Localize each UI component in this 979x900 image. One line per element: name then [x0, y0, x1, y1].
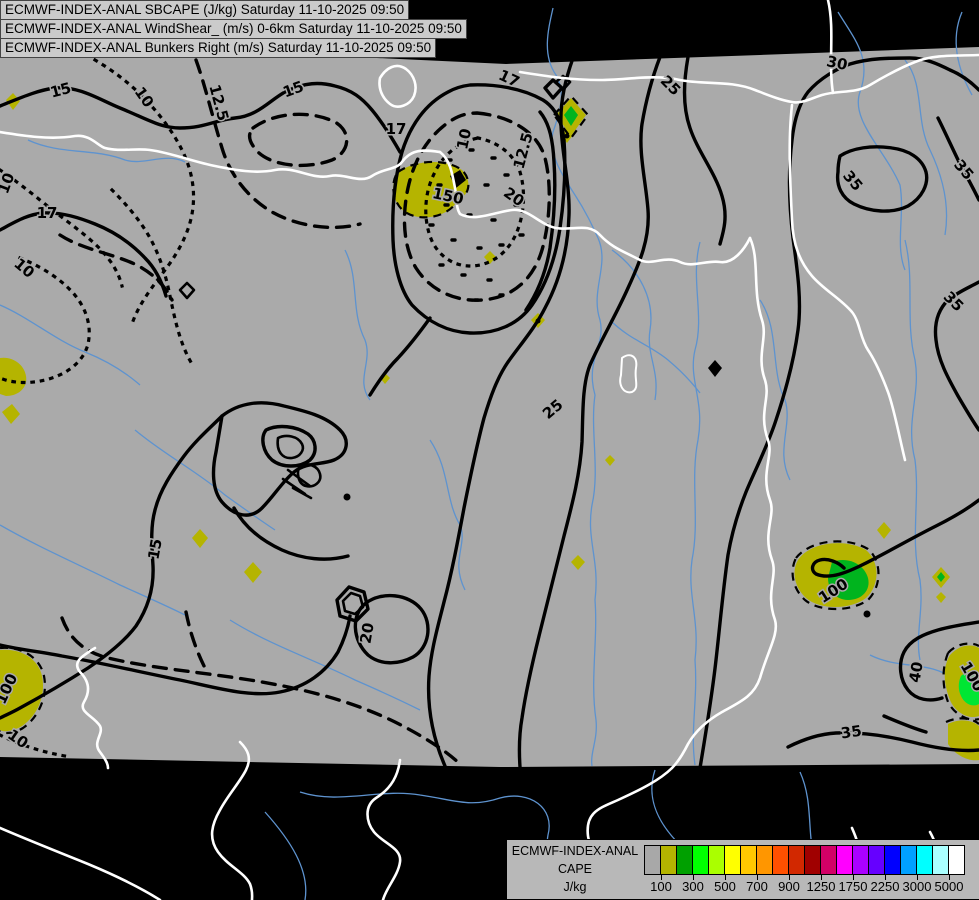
city-dot — [535, 318, 541, 324]
legend-tick-label: 1750 — [838, 879, 868, 894]
legend-tick — [693, 875, 694, 880]
legend-swatch — [820, 845, 837, 875]
legend-swatch — [708, 845, 725, 875]
cape-contour-layer — [0, 94, 979, 735]
contour-label: 17 — [37, 204, 58, 222]
legend-swatch — [932, 845, 949, 875]
legend-tick-label: 500 — [714, 879, 736, 894]
cape-patch — [484, 251, 496, 264]
legend-title-line3: J/kg — [563, 880, 587, 894]
cape-patch — [877, 522, 891, 539]
cape-patch — [605, 455, 615, 466]
contour-label: 17 — [386, 120, 407, 138]
legend-tick-label: 5000 — [934, 879, 964, 894]
legend-swatch — [724, 845, 741, 875]
contour-label: 40 — [905, 660, 926, 684]
lake-outline — [619, 354, 638, 394]
legend-swatch — [916, 845, 933, 875]
cape-patch — [937, 572, 945, 582]
legend-swatch — [948, 845, 965, 875]
legend-swatch — [692, 845, 709, 875]
legend-tick-label: 3000 — [902, 879, 932, 894]
legend-swatch — [788, 845, 805, 875]
cape-patch — [564, 106, 578, 126]
title-bar-bunkers: ECMWF-INDEX-ANAL Bunkers Right (m/s) Sat… — [0, 38, 437, 58]
legend-swatch — [868, 845, 885, 875]
legend-swatch — [740, 845, 757, 875]
cape-patch — [571, 555, 585, 570]
legend-tick — [757, 875, 758, 880]
title-bar-windshear: ECMWF-INDEX-ANAL WindShear_ (m/s) 0-6km … — [0, 19, 467, 39]
legend-swatch — [660, 845, 677, 875]
cape-patch — [244, 562, 262, 583]
legend-swatch — [676, 845, 693, 875]
legend-tick-label: 300 — [682, 879, 704, 894]
cape-patch — [2, 404, 20, 424]
legend-swatch — [804, 845, 821, 875]
legend-tick-label: 100 — [650, 879, 672, 894]
marker-diamond — [708, 360, 722, 377]
legend-swatch — [900, 845, 917, 875]
cape-patch — [0, 357, 27, 396]
cape-patch — [828, 559, 869, 600]
legend-tick-label: 900 — [778, 879, 800, 894]
legend-tick — [853, 875, 854, 880]
legend-swatch — [852, 845, 869, 875]
legend-title-line1: ECMWF-INDEX-ANAL — [511, 844, 639, 858]
legend-swatch — [644, 845, 661, 875]
legend-tick — [949, 875, 950, 880]
contour-label: 20 — [356, 621, 377, 645]
cape-patch — [0, 649, 44, 732]
legend-tick — [821, 875, 822, 880]
cape-legend: ECMWF-INDEX-ANAL CAPE J/kg 100 300 500 700 9… — [506, 839, 979, 900]
legend-title-line2: CAPE — [557, 862, 593, 876]
legend-tick-label: 700 — [746, 879, 768, 894]
shear-contours-extra — [524, 110, 557, 312]
legend-swatch — [884, 845, 901, 875]
contour-label: 15 — [144, 537, 165, 561]
legend-tick — [725, 875, 726, 880]
city-dot — [343, 493, 351, 501]
title-bar-sbcape: ECMWF-INDEX-ANAL SBCAPE (J/kg) Saturday … — [0, 0, 410, 20]
legend-swatch — [772, 845, 789, 875]
city-dot — [863, 610, 871, 618]
legend-tick — [661, 875, 662, 880]
legend-tick-label: 1250 — [806, 879, 836, 894]
shear-contours-solid — [0, 55, 979, 770]
legend-swatch — [756, 845, 773, 875]
cape-patch — [936, 592, 946, 603]
legend-tick-label: 2250 — [870, 879, 900, 894]
legend-tick — [789, 875, 790, 880]
legend-tick — [885, 875, 886, 880]
city-dot — [564, 133, 570, 139]
legend-title: ECMWF-INDEX-ANAL CAPE J/kg — [507, 842, 643, 896]
cape-patch — [958, 671, 979, 706]
legend-swatch — [836, 845, 853, 875]
legend-color-scale — [644, 845, 965, 875]
shear-contours-dotted — [0, 57, 526, 758]
legend-tick — [917, 875, 918, 880]
shear-contours-dashed — [58, 58, 551, 768]
contour-label: 35 — [840, 722, 863, 743]
cape-patch — [192, 529, 208, 548]
cape-fill-layer — [0, 93, 979, 761]
cape-patch — [393, 161, 469, 218]
